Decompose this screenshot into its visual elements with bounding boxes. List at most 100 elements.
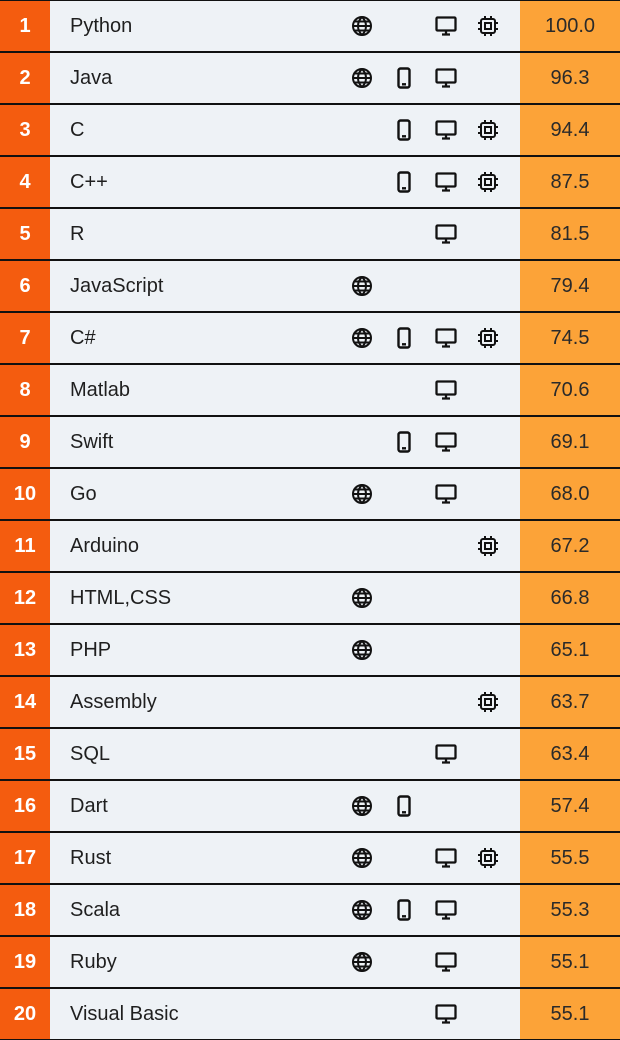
table-row[interactable]: 3 C: [0, 105, 620, 155]
chip-icon: [476, 170, 500, 194]
score-cell: 57.4: [520, 781, 620, 831]
platform-icons: [346, 625, 506, 675]
score-cell: 69.1: [520, 417, 620, 467]
monitor-icon: [434, 326, 458, 350]
score-cell: 66.8: [520, 573, 620, 623]
globe-icon: [350, 66, 374, 90]
platform-icons: [346, 677, 506, 727]
platform-icons: [346, 209, 506, 259]
language-name: Python: [70, 15, 133, 37]
monitor-icon: [434, 482, 458, 506]
table-row[interactable]: 15 SQL: [0, 729, 620, 779]
monitor-icon: [434, 118, 458, 142]
smartphone-icon: [392, 118, 416, 142]
rank-cell: 3: [0, 105, 50, 155]
table-row[interactable]: 1 Python: [0, 1, 620, 51]
monitor-icon: [434, 1002, 458, 1026]
monitor-icon: [434, 898, 458, 922]
language-name: Visual Basic: [70, 1003, 179, 1025]
rank-cell: 7: [0, 313, 50, 363]
platform-icons: [346, 417, 506, 467]
monitor-icon: [434, 430, 458, 454]
platform-icons: [346, 1, 506, 51]
rank-cell: 12: [0, 573, 50, 623]
platform-icons: [346, 833, 506, 883]
table-row[interactable]: 20 Visual Basic: [0, 989, 620, 1039]
score-cell: 55.1: [520, 989, 620, 1039]
score-cell: 100.0: [520, 1, 620, 51]
globe-icon: [350, 950, 374, 974]
monitor-icon: [434, 66, 458, 90]
language-name: Go: [70, 483, 97, 505]
table-row[interactable]: 12 HTML,CSS: [0, 573, 620, 623]
table-row[interactable]: 19 Ruby: [0, 937, 620, 987]
table-row[interactable]: 5 R: [0, 209, 620, 259]
platform-icons: [346, 729, 506, 779]
table-row[interactable]: 16 Dart: [0, 781, 620, 831]
table-row[interactable]: 2 Java: [0, 53, 620, 103]
rank-cell: 17: [0, 833, 50, 883]
table-row[interactable]: 10 Go: [0, 469, 620, 519]
table-row[interactable]: 6 JavaScript: [0, 261, 620, 311]
chip-icon: [476, 846, 500, 870]
platform-icons: [346, 885, 506, 935]
platform-icons: [346, 781, 506, 831]
smartphone-icon: [392, 794, 416, 818]
table-row[interactable]: 18 Scala: [0, 885, 620, 935]
score-cell: 79.4: [520, 261, 620, 311]
score-cell: 63.7: [520, 677, 620, 727]
language-name: JavaScript: [70, 275, 164, 297]
rank-cell: 15: [0, 729, 50, 779]
rank-cell: 10: [0, 469, 50, 519]
score-cell: 55.3: [520, 885, 620, 935]
monitor-icon: [434, 170, 458, 194]
table-row[interactable]: 7 C#: [0, 313, 620, 363]
rank-cell: 2: [0, 53, 50, 103]
language-name: Ruby: [70, 951, 117, 973]
rank-cell: 13: [0, 625, 50, 675]
smartphone-icon: [392, 430, 416, 454]
language-name: Matlab: [70, 379, 131, 401]
rank-cell: 18: [0, 885, 50, 935]
globe-icon: [350, 898, 374, 922]
table-row[interactable]: 14 Assembly: [0, 677, 620, 727]
table-row[interactable]: 8 Matlab: [0, 365, 620, 415]
table-row[interactable]: 17 Rust: [0, 833, 620, 883]
platform-icons: [346, 157, 506, 207]
score-cell: 81.5: [520, 209, 620, 259]
score-cell: 94.4: [520, 105, 620, 155]
language-name: Java: [70, 67, 113, 89]
globe-icon: [350, 846, 374, 870]
rank-cell: 19: [0, 937, 50, 987]
score-cell: 87.5: [520, 157, 620, 207]
chip-icon: [476, 690, 500, 714]
table-row[interactable]: 11 Arduino: [0, 521, 620, 571]
table-row[interactable]: 13 PHP: [0, 625, 620, 675]
rank-cell: 5: [0, 209, 50, 259]
globe-icon: [350, 794, 374, 818]
language-name: Arduino: [70, 535, 139, 557]
platform-icons: [346, 521, 506, 571]
score-cell: 70.6: [520, 365, 620, 415]
chip-icon: [476, 534, 500, 558]
monitor-icon: [434, 378, 458, 402]
chip-icon: [476, 118, 500, 142]
platform-icons: [346, 937, 506, 987]
globe-icon: [350, 274, 374, 298]
platform-icons: [346, 261, 506, 311]
platform-icons: [346, 469, 506, 519]
language-name: HTML,CSS: [70, 587, 172, 609]
rank-cell: 16: [0, 781, 50, 831]
rank-cell: 6: [0, 261, 50, 311]
score-cell: 67.2: [520, 521, 620, 571]
smartphone-icon: [392, 170, 416, 194]
monitor-icon: [434, 846, 458, 870]
smartphone-icon: [392, 326, 416, 350]
table-row[interactable]: 9 Swift: [0, 417, 620, 467]
language-name: C: [70, 119, 85, 141]
language-name: C#: [70, 327, 96, 349]
rank-cell: 8: [0, 365, 50, 415]
rank-cell: 20: [0, 989, 50, 1039]
table-row[interactable]: 4 C++: [0, 157, 620, 207]
